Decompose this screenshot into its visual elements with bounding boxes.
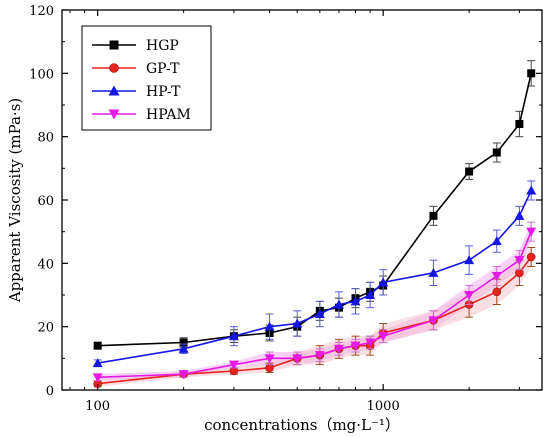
y-tick-label: 80 bbox=[37, 131, 54, 146]
data-point bbox=[93, 341, 102, 350]
legend-item-hgp: HGP bbox=[92, 38, 179, 54]
legend-marker bbox=[109, 40, 119, 50]
data-point bbox=[378, 332, 389, 342]
data-point bbox=[514, 256, 525, 266]
legend-label: GP-T bbox=[146, 61, 180, 77]
legend-label: HPAM bbox=[146, 107, 191, 123]
error-band-gp-t bbox=[97, 247, 532, 387]
data-point bbox=[465, 167, 474, 176]
y-axis-title: Apparent Viscosity (mPa·s) bbox=[6, 98, 24, 304]
data-point bbox=[292, 354, 303, 364]
legend-item-gp-t: GP-T bbox=[92, 61, 180, 77]
data-point bbox=[492, 148, 501, 157]
legend-marker bbox=[109, 63, 119, 73]
legend-item-hp-t: HP-T bbox=[92, 84, 181, 100]
data-point bbox=[178, 370, 189, 380]
data-point bbox=[492, 287, 502, 297]
data-point bbox=[333, 299, 344, 309]
data-point bbox=[314, 309, 325, 318]
data-point bbox=[514, 210, 525, 220]
data-point bbox=[464, 291, 475, 300]
data-point bbox=[526, 227, 537, 237]
series-layer bbox=[92, 60, 537, 388]
x-tick-label: 100 bbox=[85, 399, 110, 414]
data-point bbox=[92, 373, 103, 383]
series-hp-t bbox=[92, 180, 537, 368]
data-point bbox=[365, 290, 376, 299]
legend-label: HP-T bbox=[146, 84, 181, 100]
data-point bbox=[292, 318, 303, 328]
y-tick-label: 40 bbox=[37, 257, 54, 272]
legend: HGP GP-T HP-T HPAM bbox=[81, 25, 212, 131]
data-point bbox=[491, 272, 502, 281]
data-point bbox=[428, 267, 439, 277]
data-point bbox=[365, 338, 376, 348]
y-tick-label: 60 bbox=[37, 194, 54, 209]
data-point bbox=[350, 341, 361, 351]
legend-marker bbox=[108, 85, 120, 96]
data-point bbox=[264, 321, 275, 331]
x-axis-title: concentrations（mg·L⁻¹） bbox=[204, 416, 400, 434]
data-point bbox=[526, 185, 537, 195]
data-point bbox=[526, 252, 536, 262]
legend-label: HGP bbox=[146, 38, 179, 54]
data-point bbox=[428, 316, 439, 326]
legend-item-hpam: HPAM bbox=[92, 107, 191, 123]
y-tick-label: 0 bbox=[46, 384, 54, 399]
x-tick-label: 1000 bbox=[367, 399, 400, 414]
series-hpam bbox=[92, 221, 537, 383]
y-tick-label: 100 bbox=[29, 67, 54, 82]
data-point bbox=[515, 120, 524, 128]
data-point bbox=[92, 358, 103, 368]
data-point bbox=[491, 236, 502, 246]
error-bands bbox=[97, 222, 532, 387]
data-point bbox=[179, 338, 188, 347]
data-point bbox=[314, 351, 325, 361]
data-point bbox=[264, 354, 275, 364]
legend-box bbox=[81, 25, 212, 131]
data-point bbox=[228, 331, 239, 341]
y-tick-label: 120 bbox=[29, 4, 54, 19]
data-point bbox=[350, 296, 361, 306]
data-point bbox=[333, 344, 344, 354]
data-point bbox=[178, 343, 189, 353]
data-point bbox=[464, 255, 475, 265]
data-point bbox=[429, 211, 438, 220]
axes-layer: 0 20 40 60 80 100 120 100 1000 bbox=[29, 4, 542, 414]
data-point bbox=[527, 69, 536, 78]
series-line bbox=[97, 190, 532, 364]
legend-marker bbox=[108, 109, 120, 120]
y-tick-label: 20 bbox=[37, 321, 54, 336]
data-point bbox=[228, 360, 239, 370]
data-point bbox=[378, 277, 389, 287]
